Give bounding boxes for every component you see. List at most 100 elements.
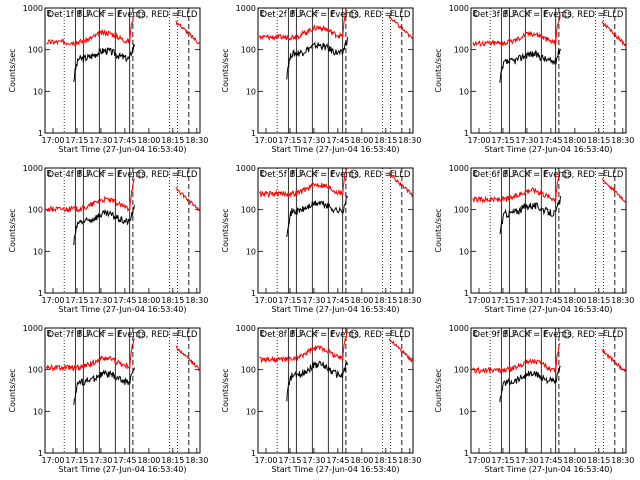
x-tick-label: 17:15 — [65, 136, 88, 145]
x-tick-label: 17:45 — [326, 296, 349, 305]
x-tick-label: 17:15 — [491, 136, 514, 145]
x-tick-label: 18:00 — [563, 136, 586, 145]
y-tick-label: 1 — [251, 449, 256, 458]
x-tick-label: 17:00 — [254, 136, 277, 145]
marker-label-f: F — [102, 169, 107, 178]
marker-label-f: F — [504, 169, 509, 178]
x-axis-label: Start Time (27-Jun-04 16:53:40) — [485, 145, 613, 154]
marker-label-f: F — [528, 9, 533, 18]
x-tick-label: 17:45 — [113, 136, 136, 145]
x-tick-label: 17:15 — [65, 296, 88, 305]
marker-label-f: F — [291, 9, 296, 18]
x-tick-label: 18:15 — [587, 136, 610, 145]
x-tick-label: 18:15 — [374, 456, 397, 465]
series-lld-line — [46, 13, 135, 47]
x-axis-label: Start Time (27-Jun-04 16:53:40) — [485, 305, 613, 314]
marker-label-f: F — [299, 9, 304, 18]
series-events-line — [286, 360, 348, 402]
plot-frame — [44, 327, 201, 454]
series-lld-line-late — [388, 15, 414, 40]
y-axis-label: Counts/sec — [8, 368, 17, 412]
marker-label-f: F — [299, 169, 304, 178]
series-events-line — [499, 365, 561, 403]
x-tick-label: 17:00 — [467, 296, 490, 305]
y-tick-label: 1000 — [236, 164, 256, 173]
x-tick-label: 18:30 — [611, 296, 634, 305]
y-tick-label: 10 — [33, 407, 43, 416]
x-tick-label: 18:15 — [587, 456, 610, 465]
x-axis-label: Start Time (27-Jun-04 16:53:40) — [59, 305, 187, 314]
x-tick-label: 18:00 — [350, 456, 373, 465]
series-events-line — [286, 37, 348, 80]
panel-title: Det 4f BLACK = Events, RED = LLD — [48, 170, 198, 180]
y-tick-label: 1000 — [236, 4, 256, 13]
series-lld-line-late — [175, 186, 200, 212]
x-tick-label: 18:30 — [398, 136, 421, 145]
series-lld-line — [259, 167, 348, 198]
x-tick-label: 17:00 — [41, 456, 64, 465]
y-tick-label: 100 — [454, 366, 469, 375]
y-axis-label: Counts/sec — [221, 48, 230, 92]
y-tick-label: 10 — [459, 247, 469, 256]
x-tick-label: 17:00 — [254, 456, 277, 465]
x-tick-label: 17:30 — [302, 296, 325, 305]
y-tick-label: 100 — [28, 366, 43, 375]
marker-label-f: F — [86, 9, 91, 18]
marker-label-f: F — [512, 329, 517, 338]
x-tick-label: 17:45 — [539, 456, 562, 465]
y-tick-label: 1 — [464, 449, 469, 458]
x-tick-label: 18:30 — [185, 296, 208, 305]
x-tick-label: 18:15 — [161, 136, 184, 145]
plot-frame — [44, 7, 201, 134]
marker-label-f: F — [315, 329, 320, 338]
marker-label-e: E — [472, 9, 477, 18]
marker-circle — [562, 169, 572, 179]
x-tick-label: 18:30 — [398, 296, 421, 305]
panel-title: Det 5f BLACK = Events, RED = LLD — [261, 170, 411, 180]
series-events-line — [73, 367, 135, 405]
marker-label-f: F — [544, 169, 549, 178]
x-tick-label: 17:45 — [539, 136, 562, 145]
x-tick-label: 18:15 — [161, 456, 184, 465]
marker-label-f: F — [504, 329, 509, 338]
series-lld-line — [46, 178, 135, 213]
panel-title: Det 6f BLACK = Events, RED = LLD — [474, 170, 624, 180]
series-lld-line — [46, 338, 135, 372]
series-events-line — [73, 44, 135, 82]
marker-label-f: F — [528, 169, 533, 178]
x-axis-label: Start Time (27-Jun-04 16:53:40) — [59, 145, 187, 154]
marker-label-f: F — [102, 329, 107, 338]
x-tick-label: 18:30 — [185, 456, 208, 465]
marker-label-f: F — [102, 9, 107, 18]
x-tick-label: 18:30 — [185, 136, 208, 145]
marker-label-e2: E — [177, 329, 182, 338]
y-tick-label: 1000 — [23, 4, 43, 13]
marker-label-f: F — [291, 169, 296, 178]
marker-label-f: F — [544, 329, 549, 338]
marker-label-e: E — [46, 329, 51, 338]
marker-label-e: E — [46, 9, 51, 18]
plot-frame — [44, 167, 201, 294]
panel-title: Det 8f BLACK = Events, RED = LLD — [261, 330, 411, 340]
marker-label-e2: E — [390, 9, 395, 18]
series-lld-line — [472, 171, 561, 204]
x-tick-label: 17:30 — [89, 136, 112, 145]
y-tick-label: 1000 — [236, 324, 256, 333]
marker-label-e: E — [259, 9, 264, 18]
marker-circle — [562, 9, 572, 19]
y-axis-label: Counts/sec — [8, 48, 17, 92]
marker-label-f: F — [331, 9, 336, 18]
x-tick-label: 17:30 — [89, 456, 112, 465]
series-events-line — [286, 195, 348, 238]
panel-title: Det 1f BLACK = Events, RED = LLD — [48, 10, 198, 20]
y-tick-label: 10 — [246, 87, 256, 96]
plot-frame — [257, 327, 414, 454]
y-tick-label: 100 — [454, 46, 469, 55]
y-axis-label: Counts/sec — [8, 208, 17, 252]
y-tick-label: 10 — [459, 407, 469, 416]
x-axis-label: Start Time (27-Jun-04 16:53:40) — [272, 145, 400, 154]
series-lld-line — [259, 9, 348, 42]
